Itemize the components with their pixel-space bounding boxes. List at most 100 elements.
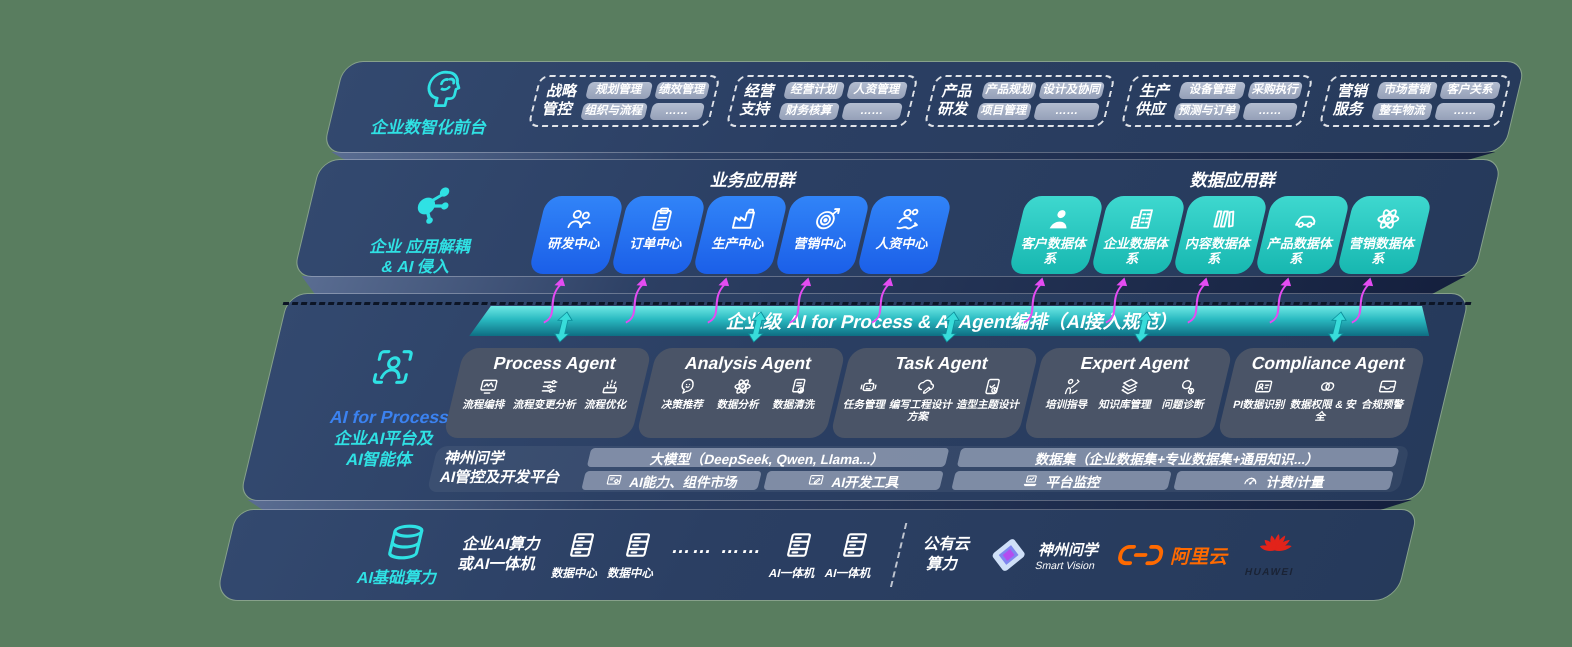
model-bar: 大模型（DeepSeek, Qwen, Llama...） xyxy=(586,448,950,467)
vendor-alibaba-cloud: 阿里云 xyxy=(1115,542,1232,569)
module-chip: …… xyxy=(648,103,705,120)
data-system-label: 产品数据体系 xyxy=(1266,236,1335,266)
flow-optimize-icon xyxy=(597,376,623,397)
data-boxes: 客户数据体系 企业数据体系 内容数据体系 xyxy=(1008,196,1433,324)
data-system-box: 内容数据体系 xyxy=(1172,196,1269,324)
agent-title: Expert Agent xyxy=(1078,353,1192,373)
task-robot-icon xyxy=(856,376,882,397)
app-center-box: 研发中心 xyxy=(528,196,625,324)
agent-capability: 知识库管理 xyxy=(1097,376,1158,411)
module-chip: 预测与订单 xyxy=(1173,103,1242,120)
sync-arrow-icon xyxy=(1134,311,1154,343)
agent-items: 流程编排 流程变更分析 流程优化 xyxy=(449,374,646,411)
agent-capability: 流程优化 xyxy=(583,376,633,411)
molecule-icon xyxy=(401,180,461,228)
flow-monitor-icon xyxy=(475,376,501,397)
agent-capability: PI数据识别 xyxy=(1229,376,1292,423)
business-boxes: 研发中心 订单中心 生产中心 xyxy=(528,196,953,324)
flow-arrow-icon xyxy=(543,277,565,324)
agent-capability: 数据清洗 xyxy=(771,376,821,411)
data-app-group: 数据应用群 客户数据体系 企业数据体系 xyxy=(1008,166,1440,324)
module-chip: 绩效管理 xyxy=(653,82,710,99)
flow-arrow-icon xyxy=(1351,277,1373,324)
decision-chat-icon xyxy=(674,376,700,397)
flow-arrow-icon xyxy=(707,277,729,324)
data-system-label: 企业数据体系 xyxy=(1102,236,1171,266)
agent-items: 任务管理 编写工程设计方案 造型主题设计 xyxy=(833,374,1033,423)
flow-arrow-icon xyxy=(789,277,811,324)
agent-card: Task Agent 任务管理 编写工程设计方案 造型主题设计 xyxy=(829,311,1040,438)
datacenter-node: 数据中心 xyxy=(550,529,608,581)
factory-icon xyxy=(727,205,762,233)
agent-capability: 任务管理 xyxy=(839,376,892,423)
data-group-header: 数据应用群 xyxy=(1188,171,1279,190)
module-chip: 经营计划 xyxy=(782,82,845,99)
dev-platform-panel: 神州问学 AI管控及开发平台 大模型（DeepSeek, Qwen, Llama… xyxy=(426,446,1410,492)
module-chip: 财务核算 xyxy=(777,103,840,120)
clipboard-icon xyxy=(645,205,680,233)
business-app-group: 业务应用群 研发中心 订单中心 xyxy=(528,166,960,324)
agent-capability: 造型主题设计 xyxy=(952,376,1026,423)
sync-arrow-icon xyxy=(1327,311,1347,343)
dataset-bar: 数据集（企业数据集+专业数据集+通用知识...） xyxy=(956,448,1400,467)
window-pen-icon xyxy=(805,472,826,489)
app-center-label: 订单中心 xyxy=(628,236,685,251)
layers-icon xyxy=(1116,376,1142,397)
infra-label: AI基础算力 xyxy=(355,522,451,588)
server-icon xyxy=(562,529,602,561)
data-system-label: 营销数据体系 xyxy=(1348,236,1417,266)
agent-card: Analysis Agent 决策推荐 数据分析 数据清洗 xyxy=(636,311,847,438)
id-card-icon xyxy=(1251,376,1277,397)
frontstage-group: 战略管控 规划管理 绩效管理 组织与流程 …… xyxy=(527,75,721,127)
flow-arrow-icon xyxy=(1269,277,1291,324)
people-up-icon xyxy=(891,205,926,233)
cloud-pen-icon xyxy=(913,376,939,397)
infra-band: AI基础算力 企业AI算力 或AI一体机 数据中心 数据中心 …… …… AI一… xyxy=(214,509,1419,601)
platform-edge xyxy=(245,500,1411,510)
module-chip: 市场营销 xyxy=(1376,82,1439,99)
module-chip: 项目管理 xyxy=(975,103,1033,120)
module-chip: 产品规划 xyxy=(980,82,1038,99)
ai-appliance-node: AI一体机 xyxy=(767,529,825,581)
flow-arrow-icon xyxy=(625,277,647,324)
laptop-chart-icon xyxy=(1020,472,1041,489)
huawei-logo xyxy=(1252,532,1298,566)
frontstage-group: 生产供应 设备管理 采购执行 预测与订单 …… xyxy=(1120,75,1315,127)
app-center-box: 营销中心 xyxy=(774,196,871,324)
vendor-huawei: HUAWEI xyxy=(1243,532,1303,578)
frontstage-groups: 战略管控 规划管理 绩效管理 组织与流程 …… 经营支持 经营计划 人资管理 财… xyxy=(527,75,1512,127)
data-system-box: 客户数据体系 xyxy=(1008,196,1105,324)
data-clean-icon xyxy=(785,376,811,397)
group-chips: 市场营销 客户关系 整车物流 …… xyxy=(1371,82,1502,120)
data-system-label: 客户数据体系 xyxy=(1020,236,1089,266)
group-title: 经营支持 xyxy=(738,83,777,118)
brain-head-icon xyxy=(419,68,471,110)
flow-arrow-icon xyxy=(871,277,893,324)
server-icon xyxy=(618,529,658,561)
public-cloud-label: 公有云 算力 xyxy=(921,535,973,573)
module-chip: 客户关系 xyxy=(1439,82,1502,99)
module-chip: 人资管理 xyxy=(845,82,908,99)
agent-capability: 流程编排 xyxy=(462,376,512,411)
agent-title: Process Agent xyxy=(491,353,619,373)
agent-capability: 数据权限 & 安全 xyxy=(1286,376,1364,423)
data-system-box: 企业数据体系 xyxy=(1090,196,1187,324)
frontstage-group: 营销服务 市场营销 客户关系 整车物流 …… xyxy=(1318,75,1512,127)
group-chips: 经营计划 人资管理 财务核算 …… xyxy=(777,82,908,120)
section-divider xyxy=(889,523,908,587)
agent-card: Process Agent 流程编排 流程变更分析 流程优化 xyxy=(442,311,653,438)
app-center-label: 人资中心 xyxy=(874,236,931,251)
tablet-check-icon xyxy=(980,376,1006,397)
group-title: 产品研发 xyxy=(936,83,975,118)
dataset-block: 数据集（企业数据集+专业数据集+通用知识...） 平台监控 计费/计量 xyxy=(951,448,1400,490)
target-icon xyxy=(809,205,844,233)
library-icon xyxy=(1207,205,1242,233)
decouple-band: 企业 应用解耦 & AI 侵入 业务应用群 研发中心 订单中心 xyxy=(292,159,1503,324)
app-center-box: 生产中心 xyxy=(692,196,789,324)
group-title: 战略管控 xyxy=(540,83,579,118)
agent-capability: 数据分析 xyxy=(716,376,766,411)
app-center-box: 人资中心 xyxy=(856,196,953,324)
datacenter-node: 数据中心 xyxy=(606,529,664,581)
agent-items: PI数据识别 数据权限 & 安全 合规预警 xyxy=(1220,374,1420,423)
frontstage-label: 企业数智化前台 xyxy=(369,119,490,137)
